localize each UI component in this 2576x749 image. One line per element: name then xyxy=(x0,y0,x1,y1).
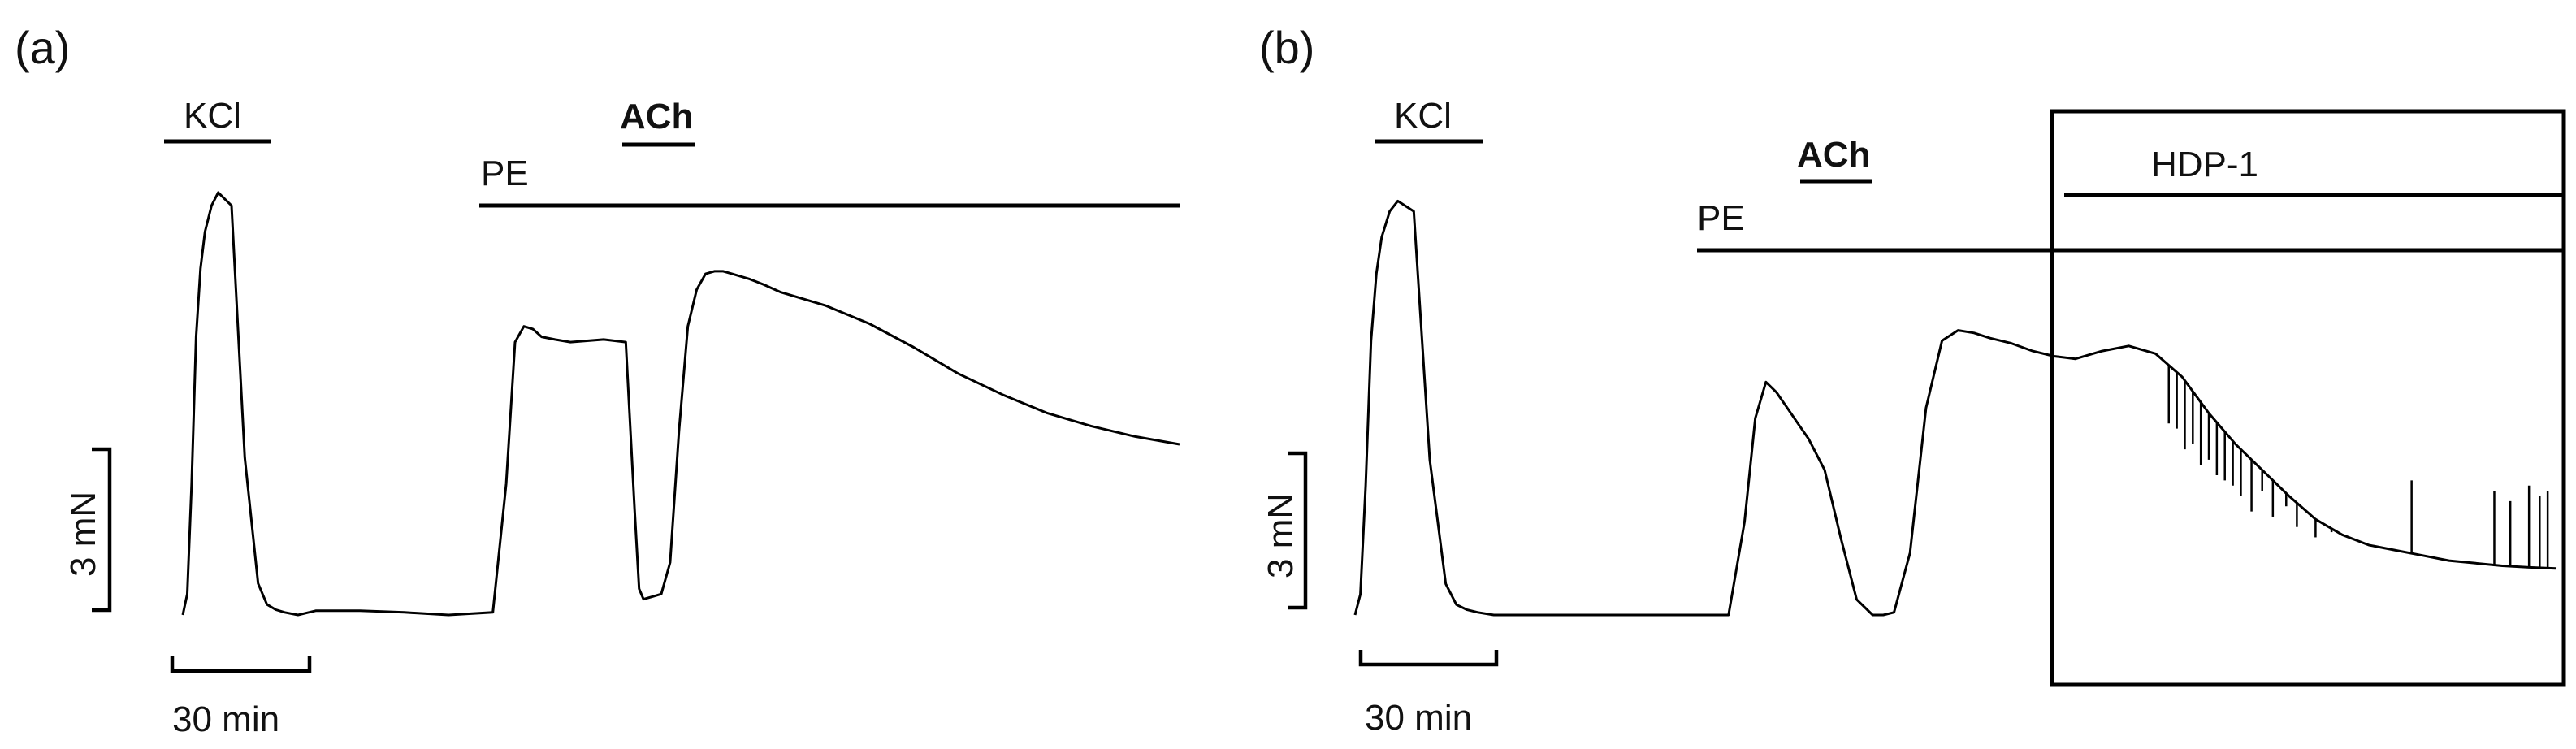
force-scale-bar-b xyxy=(1288,451,1308,610)
kcl-label-a: KCl xyxy=(184,96,241,136)
kcl-label-b: KCl xyxy=(1394,96,1452,136)
trace-b xyxy=(1353,199,2557,617)
hdp-highlight-box xyxy=(2050,109,2566,687)
panel-b: (b) KCl PE ACh HDP-1 3 mN 30 min xyxy=(1259,22,2566,738)
force-scale-bar-a xyxy=(92,447,112,613)
time-scale-bar-b xyxy=(1358,650,1499,667)
force-scale-label-b: 3 mN xyxy=(1261,493,1301,578)
washout-spikes xyxy=(2167,365,2549,569)
ach-label-b: ACh xyxy=(1797,135,1870,175)
pe-label-b: PE xyxy=(1697,198,1745,238)
time-scale-label-a: 30 min xyxy=(172,699,279,739)
force-scale-label-a: 3 mN xyxy=(63,491,103,577)
panel-a: (a) KCl PE ACh 3 mN 30 min xyxy=(15,22,1180,739)
hdp-label: HDP-1 xyxy=(2151,145,2258,184)
pe-label-a: PE xyxy=(481,154,529,193)
panel-b-label: (b) xyxy=(1259,22,1314,73)
time-scale-bar-a xyxy=(170,656,312,673)
time-scale-label-b: 30 min xyxy=(1365,698,1472,738)
trace-a xyxy=(181,191,1180,617)
ach-label-a: ACh xyxy=(620,97,693,136)
panel-a-label: (a) xyxy=(15,22,70,73)
